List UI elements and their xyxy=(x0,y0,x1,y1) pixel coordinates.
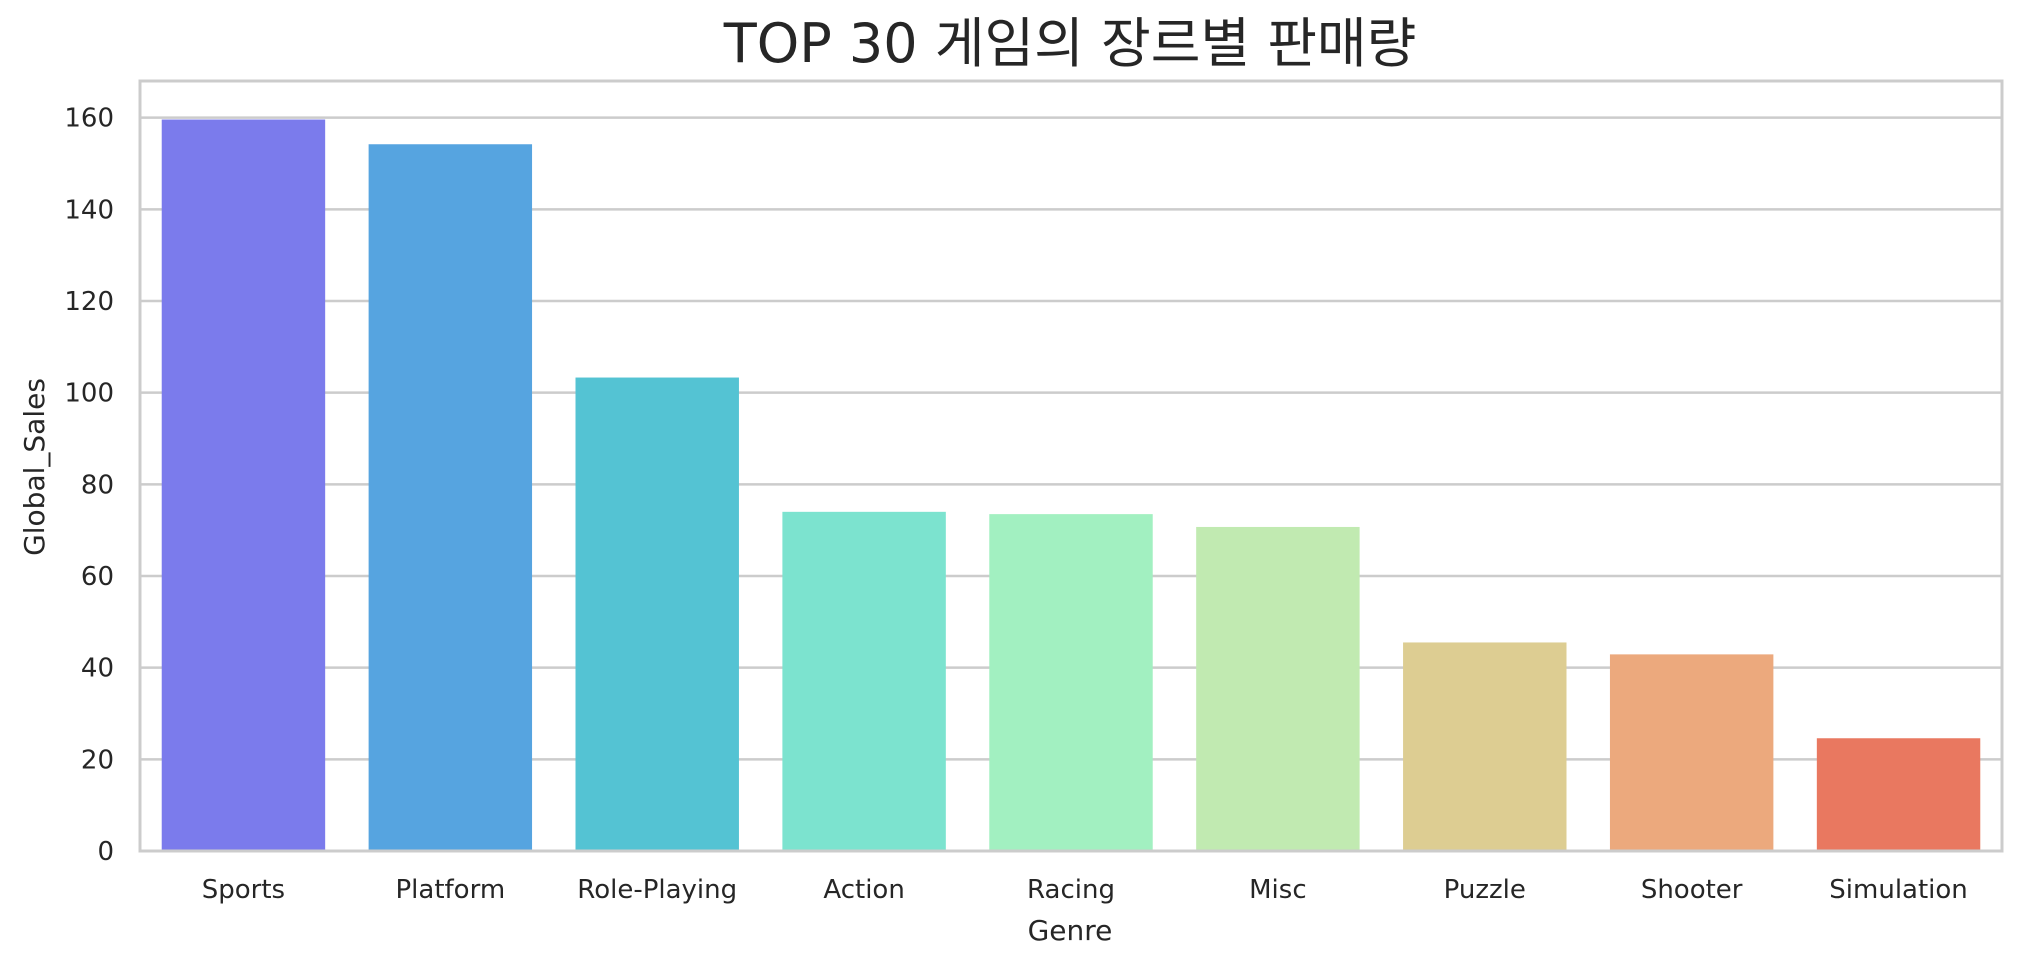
bar-misc xyxy=(1196,526,1360,851)
bar-puzzle xyxy=(1403,642,1567,851)
y-tick-label: 120 xyxy=(64,287,114,317)
y-tick-label: 80 xyxy=(81,470,114,500)
x-tick-label: Shooter xyxy=(1641,875,1743,905)
y-axis-label: Global_Sales xyxy=(18,378,51,556)
y-tick-labels: 0 20 40 60 80 100 120 140 160 xyxy=(64,104,114,867)
bar-simulation xyxy=(1816,738,1981,851)
y-tick-label: 40 xyxy=(81,654,114,684)
bar-action xyxy=(782,511,946,851)
x-tick-labels: Sports Platform Role-Playing Action Racing Mi… xyxy=(202,875,1968,905)
bar-platform xyxy=(368,144,533,851)
bar-shooter xyxy=(1609,654,1774,851)
x-tick-label: Racing xyxy=(1027,875,1115,905)
y-tick-label: 60 xyxy=(81,562,114,592)
y-tick-label: 160 xyxy=(64,104,114,134)
plot-frame xyxy=(138,79,2004,853)
chart-title: TOP 30 게임의 장르별 판매량 xyxy=(723,12,1417,75)
bar-racing xyxy=(989,514,1153,851)
y-tick-label: 100 xyxy=(64,379,114,409)
x-tick-label: Misc xyxy=(1249,875,1307,905)
bars xyxy=(161,119,1981,851)
x-tick-label: Sports xyxy=(202,875,285,905)
x-tick-label: Action xyxy=(823,875,904,905)
y-tick-label: 140 xyxy=(64,195,114,225)
x-tick-label: Role-Playing xyxy=(577,875,737,905)
y-tick-label: 20 xyxy=(81,745,114,775)
x-tick-label: Platform xyxy=(396,875,506,905)
x-tick-label: Simulation xyxy=(1829,875,1968,905)
x-tick-label: Puzzle xyxy=(1444,875,1526,905)
y-tick-label: 0 xyxy=(97,837,114,867)
bar-role-playing xyxy=(575,377,739,851)
x-axis-label: Genre xyxy=(1028,914,1113,947)
bar-sports xyxy=(161,119,326,851)
